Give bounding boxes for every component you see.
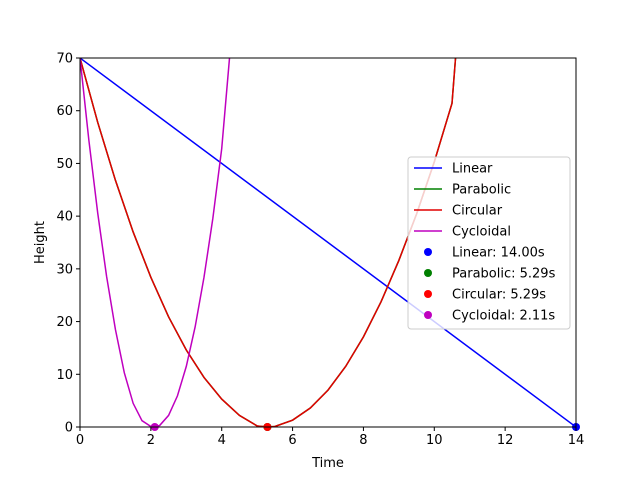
x-axis-ticks: 0 2 4 6 8 10 12 14 bbox=[76, 427, 584, 448]
x-tick-label: 12 bbox=[497, 433, 514, 448]
x-tick-label: 8 bbox=[359, 433, 367, 448]
y-tick-label: 30 bbox=[56, 262, 73, 277]
legend-marker-swatch bbox=[424, 269, 432, 277]
legend-label: Cycloidal bbox=[452, 225, 511, 240]
legend-label: Parabolic bbox=[452, 183, 511, 198]
legend-box bbox=[407, 156, 571, 330]
legend-label: Linear: 14.00s bbox=[452, 246, 545, 261]
y-tick-label: 40 bbox=[56, 210, 73, 225]
y-tick-label: 60 bbox=[56, 104, 73, 119]
series-line-linear bbox=[80, 58, 576, 427]
y-tick-label: 10 bbox=[56, 368, 73, 383]
x-tick-label: 10 bbox=[426, 433, 443, 448]
legend: Linear Parabolic Circular Cycloidal Linear: … bbox=[407, 156, 571, 330]
legend-label: Cycloidal: 2.11s bbox=[452, 309, 555, 324]
x-tick-label: 6 bbox=[288, 433, 296, 448]
x-axis-label: Time bbox=[311, 456, 344, 471]
series-line-cycloidal bbox=[80, 58, 231, 427]
x-tick-label: 2 bbox=[147, 433, 155, 448]
axes-frame bbox=[79, 57, 577, 428]
legend-label: Linear bbox=[452, 162, 493, 177]
y-tick-label: 0 bbox=[65, 421, 73, 436]
legend-label: Parabolic: 5.29s bbox=[452, 267, 556, 282]
y-tick-label: 20 bbox=[56, 315, 73, 330]
y-axis-ticks: 0 10 20 30 40 50 60 70 bbox=[56, 52, 80, 436]
y-axis-label: Height bbox=[33, 221, 48, 264]
y-tick-label: 50 bbox=[56, 157, 73, 172]
legend-label: Circular bbox=[452, 204, 503, 219]
y-tick-label: 70 bbox=[56, 52, 73, 67]
legend-marker-swatch bbox=[424, 248, 432, 256]
legend-label: Circular: 5.29s bbox=[452, 288, 546, 303]
legend-marker-swatch bbox=[424, 311, 432, 319]
legend-marker-swatch bbox=[424, 290, 432, 298]
x-tick-label: 14 bbox=[568, 433, 585, 448]
x-tick-label: 4 bbox=[218, 433, 226, 448]
x-tick-label: 0 bbox=[76, 433, 84, 448]
